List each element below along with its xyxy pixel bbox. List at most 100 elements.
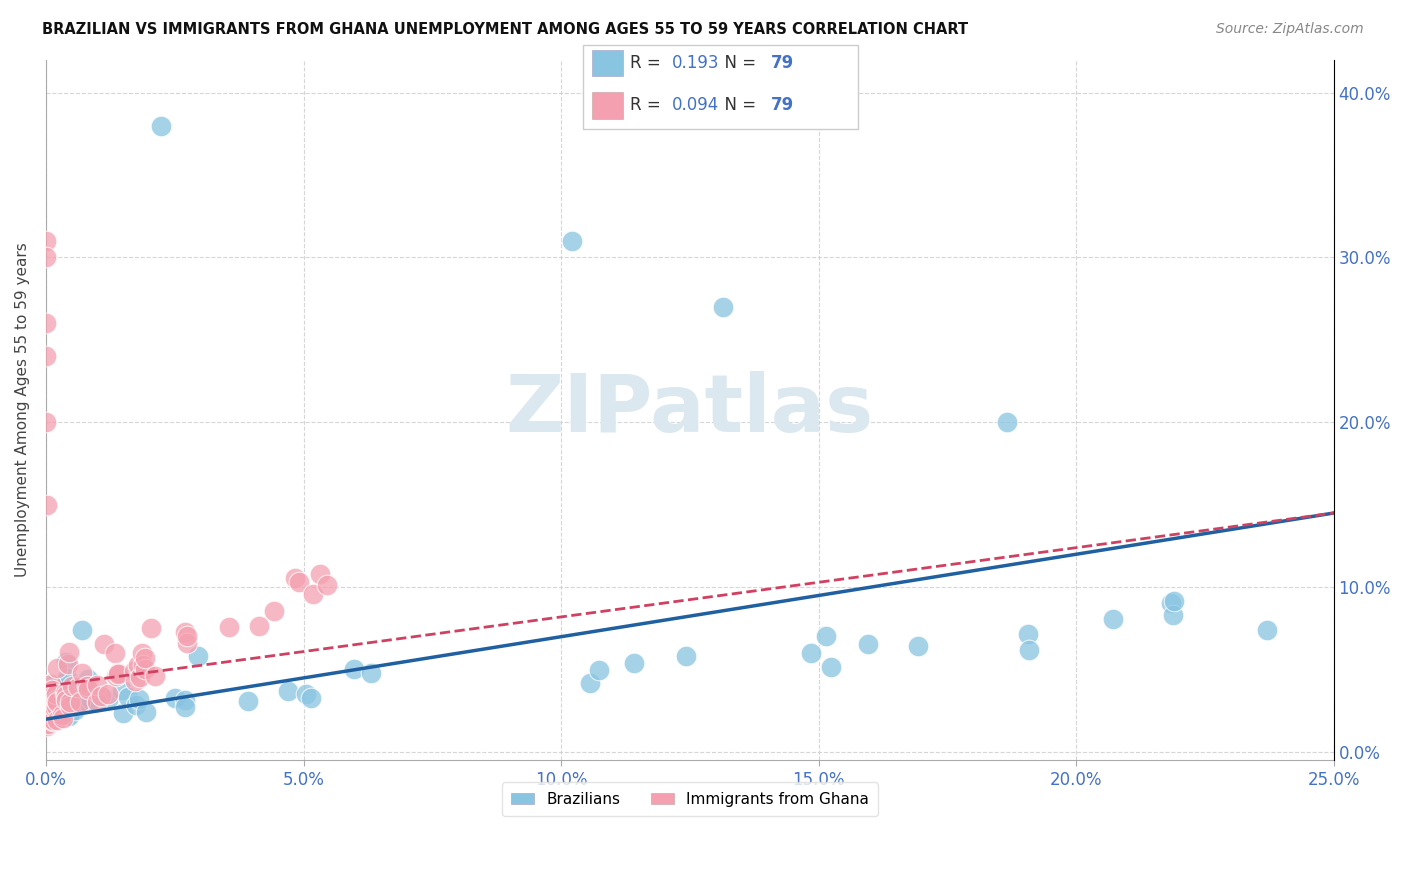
Text: ZIPatlas: ZIPatlas (506, 371, 875, 449)
Point (51, 711, 73, 725)
Point (77, 673, 100, 687)
Point (187, 649, 209, 664)
Point (1017, 627, 1039, 641)
Point (143, 669, 166, 683)
Point (284, 571, 307, 585)
Point (55, 673, 77, 688)
Point (45, 695, 67, 709)
Point (86, 696, 108, 710)
Point (55, 688, 77, 702)
Point (35, 694, 58, 708)
Point (35, 234, 58, 248)
Point (41, 690, 63, 704)
Point (75, 693, 97, 707)
Point (623, 657, 645, 671)
Point (53, 686, 76, 700)
Point (35, 683, 58, 698)
Text: 0.193: 0.193 (672, 54, 720, 72)
Point (127, 657, 149, 672)
Point (58, 708, 80, 723)
Point (60, 679, 83, 693)
Point (39, 682, 62, 697)
Point (35, 699, 58, 714)
Y-axis label: Unemployment Among Ages 55 to 59 years: Unemployment Among Ages 55 to 59 years (15, 243, 30, 577)
Point (76, 681, 98, 695)
Point (1018, 643, 1040, 657)
Point (173, 624, 195, 639)
Point (38, 700, 60, 714)
Text: N =: N = (714, 54, 762, 72)
Point (360, 666, 382, 681)
Point (302, 587, 325, 601)
Point (218, 620, 240, 634)
Point (135, 705, 157, 719)
Point (35, 251, 58, 265)
Point (59, 695, 82, 709)
Point (51, 708, 73, 723)
Point (35, 694, 58, 708)
Point (51, 706, 73, 721)
Point (343, 662, 366, 676)
Point (299, 690, 322, 705)
Point (35, 498, 58, 512)
Point (51, 691, 73, 706)
Point (35, 702, 58, 716)
Point (132, 658, 155, 673)
Point (39, 698, 62, 712)
Point (35, 690, 58, 705)
Point (46, 661, 69, 675)
Point (815, 629, 838, 643)
Point (263, 604, 285, 618)
Point (35, 350, 58, 364)
Point (131, 646, 153, 660)
Point (35, 704, 58, 718)
Point (41, 707, 63, 722)
Text: Source: ZipAtlas.com: Source: ZipAtlas.com (1216, 22, 1364, 37)
Point (578, 675, 600, 690)
Point (711, 300, 734, 314)
Point (76, 681, 98, 696)
Text: 79: 79 (770, 96, 794, 114)
Point (37, 719, 59, 733)
Point (41, 683, 63, 698)
Point (820, 659, 842, 673)
Point (995, 415, 1018, 429)
Point (69, 695, 91, 709)
Point (112, 706, 135, 720)
Point (1101, 612, 1123, 626)
Point (163, 691, 186, 706)
Point (35, 704, 58, 718)
Point (56, 708, 79, 723)
Point (35, 415, 58, 429)
Point (107, 665, 129, 680)
Point (70, 666, 93, 681)
Point (65, 696, 87, 710)
Legend: Brazilians, Immigrants from Ghana: Brazilians, Immigrants from Ghana (502, 782, 877, 816)
Point (44, 711, 66, 725)
Point (134, 662, 156, 676)
Point (39, 677, 62, 691)
Point (174, 699, 197, 714)
Point (44, 710, 66, 724)
Point (97, 687, 120, 701)
Text: 0.094: 0.094 (672, 96, 720, 114)
Point (69, 679, 91, 693)
Point (93, 637, 115, 651)
Point (42, 713, 65, 727)
Point (1160, 596, 1182, 610)
Point (42, 714, 65, 729)
Point (66, 680, 89, 694)
Point (105, 669, 128, 683)
Point (58, 699, 80, 714)
Point (295, 687, 318, 701)
Point (128, 692, 150, 706)
Point (58, 701, 80, 715)
Point (39, 712, 62, 726)
Point (37, 691, 59, 706)
Point (35, 678, 58, 692)
Point (39, 679, 62, 693)
Point (45, 693, 67, 707)
Point (124, 674, 146, 689)
Point (37, 711, 59, 725)
Point (97, 693, 120, 707)
